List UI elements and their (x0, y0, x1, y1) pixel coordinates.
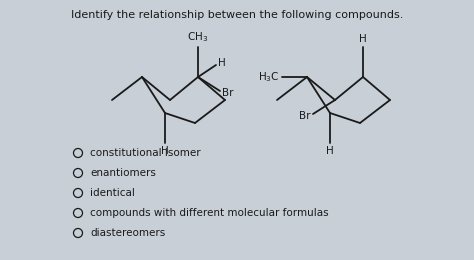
Text: H$_3$C: H$_3$C (258, 70, 280, 84)
Text: CH$_3$: CH$_3$ (187, 30, 209, 44)
Text: diastereomers: diastereomers (90, 228, 165, 238)
Text: identical: identical (90, 188, 135, 198)
Text: H: H (326, 146, 334, 156)
Text: enantiomers: enantiomers (90, 168, 156, 178)
Text: Br: Br (300, 111, 311, 121)
Text: Br: Br (222, 88, 234, 98)
Text: Identify the relationship between the following compounds.: Identify the relationship between the fo… (71, 10, 403, 20)
Text: H: H (161, 146, 169, 156)
Text: constitutional isomer: constitutional isomer (90, 148, 201, 158)
Text: H: H (218, 58, 226, 68)
Text: compounds with different molecular formulas: compounds with different molecular formu… (90, 208, 328, 218)
Text: H: H (359, 34, 367, 44)
